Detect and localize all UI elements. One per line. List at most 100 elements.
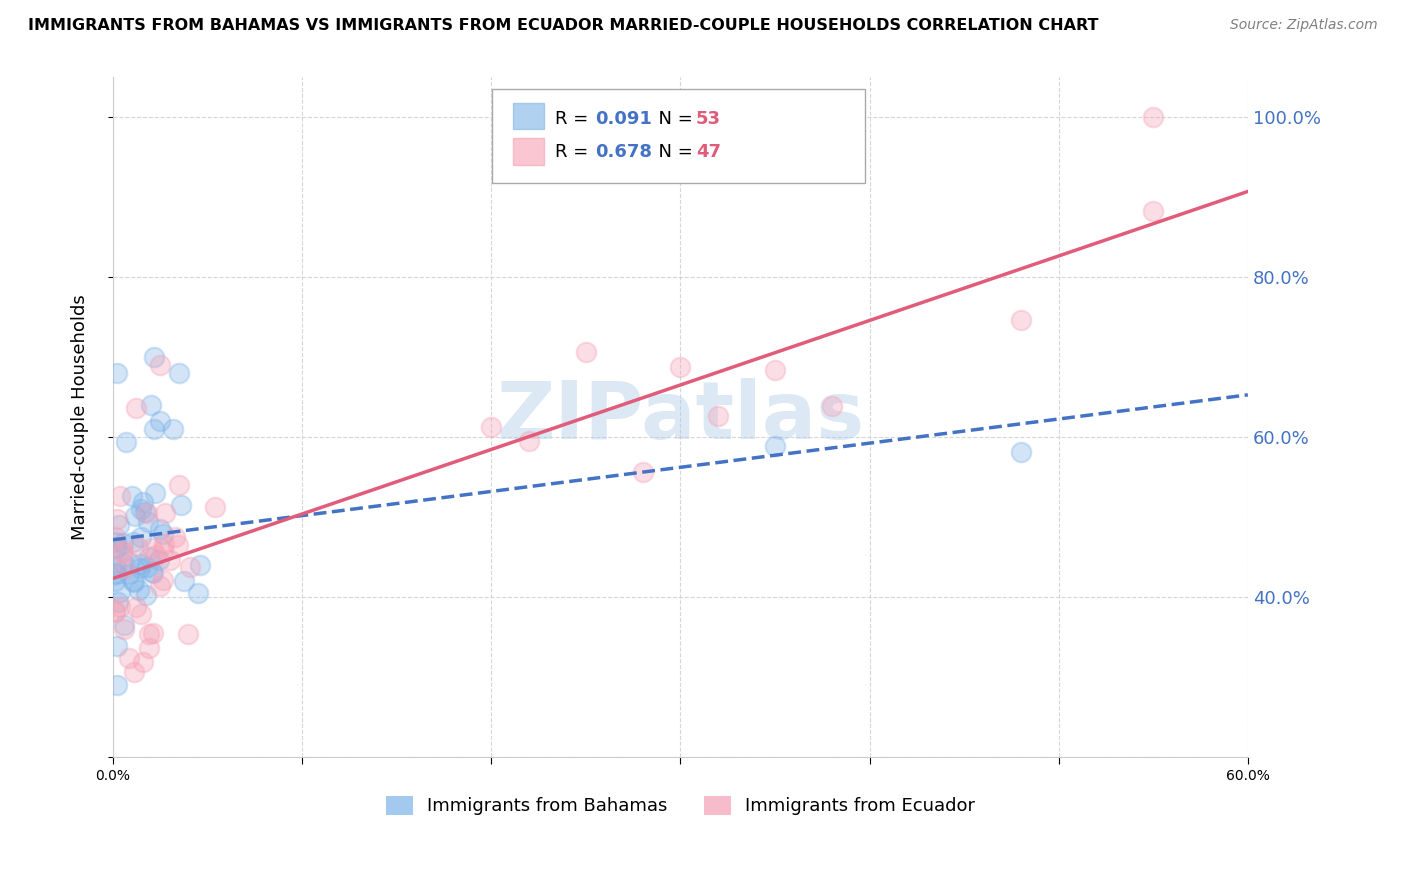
Point [170, 498, 193, 512]
Point [149, 579, 172, 593]
Point [104, 605, 127, 619]
Point [128, 582, 150, 597]
Point [1010, 444, 1032, 458]
Point [159, 553, 181, 567]
Point [138, 550, 160, 565]
Text: ZIPatlas: ZIPatlas [496, 378, 865, 456]
Text: 53: 53 [696, 110, 721, 128]
Point [118, 651, 141, 665]
Point [167, 366, 190, 380]
Point [143, 422, 166, 436]
Point [142, 626, 165, 640]
Point [177, 626, 200, 640]
Point [124, 509, 146, 524]
Point [105, 540, 128, 554]
Point [105, 512, 128, 526]
Point [575, 345, 598, 359]
Point [129, 502, 152, 516]
Point [763, 439, 786, 453]
Point [108, 518, 131, 533]
Point [131, 495, 153, 509]
Legend: Immigrants from Bahamas, Immigrants from Ecuador: Immigrants from Bahamas, Immigrants from… [378, 789, 983, 822]
Point [139, 398, 162, 412]
Point [167, 477, 190, 491]
Point [179, 560, 201, 574]
Text: 0.091: 0.091 [595, 110, 651, 128]
Point [165, 530, 187, 544]
Point [127, 541, 149, 555]
Point [142, 566, 165, 580]
Point [821, 399, 844, 413]
Point [121, 489, 143, 503]
Text: R =: R = [555, 143, 595, 161]
Y-axis label: Married-couple Households: Married-couple Households [72, 294, 89, 540]
Point [125, 599, 148, 614]
Point [707, 409, 730, 424]
Point [112, 618, 135, 632]
Text: Source: ZipAtlas.com: Source: ZipAtlas.com [1230, 18, 1378, 32]
Text: IMMIGRANTS FROM BAHAMAS VS IMMIGRANTS FROM ECUADOR MARRIED-COUPLE HOUSEHOLDS COR: IMMIGRANTS FROM BAHAMAS VS IMMIGRANTS FR… [28, 18, 1098, 33]
Point [104, 574, 127, 588]
Point [138, 516, 160, 530]
Point [104, 530, 127, 544]
Point [108, 599, 131, 614]
Point [108, 489, 131, 503]
Point [129, 607, 152, 622]
Point [763, 363, 786, 377]
Text: R =: R = [555, 110, 595, 128]
Point [143, 350, 166, 364]
Point [122, 574, 145, 589]
Point [122, 534, 145, 549]
Point [115, 434, 138, 449]
Point [104, 541, 127, 555]
Point [134, 505, 156, 519]
Point [118, 567, 141, 582]
Point [105, 678, 128, 692]
Point [166, 538, 188, 552]
Point [517, 434, 540, 448]
Point [111, 545, 134, 559]
Point [104, 604, 127, 618]
Point [128, 557, 150, 571]
Point [135, 588, 157, 602]
Point [105, 534, 128, 549]
Point [104, 567, 127, 582]
Point [148, 553, 170, 567]
Point [141, 566, 163, 580]
Point [111, 556, 134, 570]
Point [1142, 204, 1164, 219]
Point [669, 360, 692, 375]
Point [104, 560, 127, 574]
Point [141, 541, 163, 555]
Point [108, 585, 131, 599]
Point [107, 595, 129, 609]
Point [149, 358, 172, 372]
Point [135, 507, 157, 521]
Point [152, 543, 174, 558]
Point [149, 414, 172, 428]
Point [104, 566, 127, 581]
Point [162, 422, 184, 436]
Point [138, 627, 160, 641]
Point [105, 366, 128, 380]
Point [112, 561, 135, 575]
Point [143, 486, 166, 500]
Point [152, 537, 174, 551]
Point [152, 526, 174, 541]
Point [112, 622, 135, 636]
Point [479, 420, 502, 434]
Point [149, 522, 172, 536]
Text: N =: N = [647, 110, 699, 128]
Point [135, 560, 157, 574]
Point [105, 639, 128, 653]
Point [125, 401, 148, 415]
Point [111, 536, 134, 550]
Point [204, 500, 226, 514]
Point [1010, 313, 1032, 327]
Point [153, 506, 176, 520]
Point [118, 555, 141, 569]
Point [138, 640, 160, 655]
Text: 0.678: 0.678 [595, 143, 652, 161]
Point [122, 665, 145, 679]
Text: 47: 47 [696, 143, 721, 161]
